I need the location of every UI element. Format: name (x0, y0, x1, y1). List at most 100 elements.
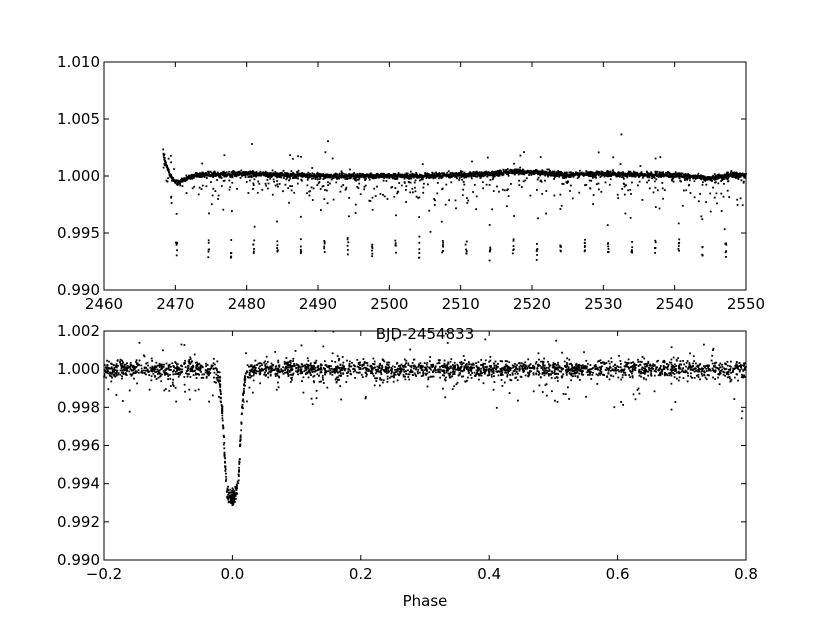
data-point (637, 174, 640, 177)
data-point (678, 249, 680, 252)
data-point (135, 361, 137, 363)
data-point (345, 188, 347, 190)
data-point (587, 370, 589, 373)
data-point (246, 376, 249, 379)
data-point (191, 367, 194, 370)
data-point (252, 172, 254, 175)
data-point (307, 171, 310, 174)
data-point (657, 359, 659, 362)
data-point (691, 368, 693, 371)
data-point (718, 176, 721, 179)
data-point (553, 170, 556, 173)
data-point (179, 373, 181, 376)
data-point (459, 367, 462, 370)
data-point (454, 199, 457, 202)
data-point (741, 364, 743, 367)
data-point (692, 355, 695, 358)
data-point (335, 377, 338, 380)
data-point (562, 183, 565, 185)
data-point (326, 189, 328, 192)
data-point (251, 366, 254, 369)
data-point (354, 178, 356, 181)
data-point (507, 195, 510, 197)
data-point (465, 240, 468, 243)
data-point (361, 363, 364, 366)
data-point (167, 177, 169, 180)
data-point (266, 175, 269, 177)
data-point (458, 179, 461, 181)
data-point (457, 364, 459, 367)
data-point (471, 372, 473, 374)
data-point (622, 171, 624, 174)
data-point (522, 168, 524, 171)
data-point (707, 369, 710, 372)
data-point (386, 366, 389, 369)
data-point (506, 189, 508, 192)
data-point (335, 366, 337, 368)
data-point (360, 373, 363, 376)
data-point (163, 389, 166, 392)
data-point (438, 174, 440, 177)
data-point (424, 173, 427, 175)
data-point (515, 171, 517, 174)
data-point (516, 169, 519, 172)
data-point (405, 370, 407, 373)
data-point (250, 172, 252, 175)
data-point (355, 179, 357, 182)
data-point (106, 367, 109, 369)
data-point (158, 371, 160, 374)
data-point (469, 172, 472, 174)
data-point (663, 374, 666, 377)
data-point (164, 159, 166, 162)
data-point (524, 361, 527, 364)
data-point (733, 173, 736, 176)
data-point (690, 372, 692, 375)
data-point (130, 369, 133, 372)
data-point (712, 349, 714, 351)
data-point (655, 178, 658, 181)
data-point (346, 375, 349, 377)
data-point (521, 186, 523, 188)
data-point (191, 370, 193, 372)
data-point (674, 171, 677, 174)
data-point (469, 174, 471, 176)
data-point (609, 178, 612, 181)
data-point (659, 174, 662, 177)
data-point (170, 368, 172, 371)
data-point (677, 245, 680, 247)
data-point (589, 187, 592, 190)
data-point (331, 360, 333, 363)
data-point (453, 373, 456, 375)
data-point (488, 184, 491, 186)
data-point (253, 239, 256, 242)
data-point (423, 369, 426, 371)
data-point (387, 367, 390, 370)
data-point (473, 184, 476, 186)
data-point (547, 360, 549, 363)
data-point (442, 241, 444, 244)
data-point (501, 174, 504, 177)
data-point (136, 382, 138, 385)
data-point (536, 178, 539, 181)
data-point (448, 199, 450, 202)
data-point (492, 176, 495, 179)
data-point (528, 174, 530, 176)
data-point (121, 359, 123, 362)
data-point (519, 364, 522, 367)
data-point (301, 172, 303, 174)
data-point (634, 398, 637, 401)
data-point (287, 173, 290, 176)
data-point (380, 172, 383, 175)
data-point (705, 183, 708, 186)
data-point (672, 356, 675, 359)
data-point (495, 367, 498, 370)
data-point (449, 366, 452, 368)
data-point (628, 366, 631, 369)
data-point (346, 244, 349, 247)
data-point (592, 203, 594, 205)
data-point (343, 176, 346, 178)
data-point (541, 173, 544, 175)
data-point (673, 363, 676, 366)
data-point (673, 376, 676, 378)
data-point (398, 182, 401, 184)
